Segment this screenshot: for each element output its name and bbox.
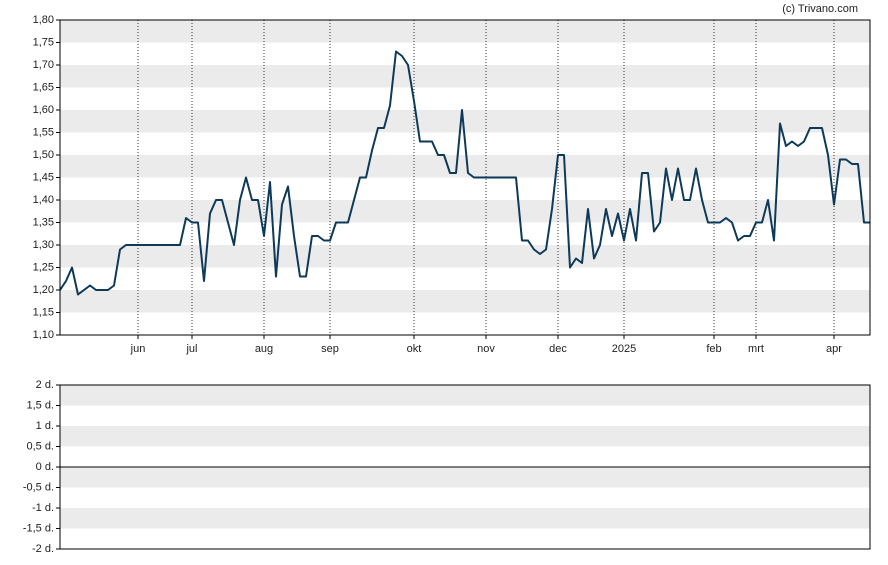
y-tick-label: -2 d. — [32, 543, 54, 555]
y-tick-label: 1,60 — [33, 104, 54, 116]
plot-frame — [59, 19, 871, 336]
y-tick-label: -0,5 d. — [23, 481, 54, 493]
y-tick-label: -1,5 d. — [23, 522, 54, 534]
y-tick-label: 1,5 d. — [26, 399, 54, 411]
y-tick-label: 1,15 — [33, 306, 54, 318]
x-tick-label: dec — [549, 343, 567, 355]
grid-band — [60, 467, 870, 488]
x-tick-label: sep — [321, 343, 339, 355]
y-tick-label: 1,45 — [33, 171, 54, 183]
grid-band — [60, 110, 870, 133]
x-tick-label: apr — [826, 343, 842, 355]
x-tick-label: nov — [477, 343, 495, 355]
grid-band — [60, 385, 870, 406]
grid-band — [60, 155, 870, 178]
y-tick-label: 1,50 — [33, 149, 54, 161]
x-tick-label: 2025 — [612, 343, 636, 355]
y-tick-label: 1,30 — [33, 239, 54, 251]
plot-frame — [59, 384, 871, 550]
y-tick-label: 1,35 — [33, 216, 54, 228]
y-tick-label: -1 d. — [32, 502, 54, 514]
x-tick-label: jun — [130, 343, 146, 355]
y-tick-label: 1,70 — [33, 59, 54, 71]
price-line — [59, 50, 870, 296]
y-tick-label: 1,75 — [33, 36, 54, 48]
grid-band — [60, 200, 870, 223]
source-credit: (c) Trivano.com — [782, 3, 858, 15]
grid-band — [60, 426, 870, 447]
x-tick-label: feb — [706, 343, 721, 355]
x-tick-label: aug — [255, 343, 273, 355]
x-tick-label: jul — [185, 343, 197, 355]
x-tick-label: okt — [407, 343, 422, 355]
y-tick-label: 1,80 — [33, 14, 54, 26]
grid-band — [60, 65, 870, 88]
y-tick-label: 0,5 d. — [26, 440, 54, 452]
y-tick-label: 2 d. — [36, 379, 54, 391]
grid-band — [60, 245, 870, 268]
y-tick-label: 1,65 — [33, 81, 54, 93]
y-tick-label: 1,55 — [33, 126, 54, 138]
grid-band — [60, 508, 870, 529]
x-tick-label: mrt — [748, 343, 764, 355]
y-tick-label: 1,20 — [33, 284, 54, 296]
y-tick-label: 1,10 — [33, 329, 54, 341]
y-tick-label: 1,40 — [33, 194, 54, 206]
grid-band — [60, 20, 870, 43]
y-tick-label: 1 d. — [36, 420, 54, 432]
y-tick-label: 0 d. — [36, 461, 54, 473]
y-tick-label: 1,25 — [33, 261, 54, 273]
grid-band — [60, 290, 870, 313]
